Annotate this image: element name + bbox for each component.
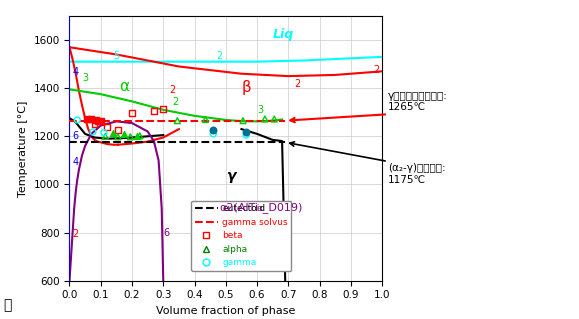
Point bbox=[102, 124, 112, 129]
Point bbox=[159, 106, 168, 111]
Text: Liq: Liq bbox=[273, 28, 294, 41]
Point bbox=[132, 133, 141, 138]
Point bbox=[208, 131, 218, 137]
Text: γ: γ bbox=[226, 169, 235, 182]
Text: α2(AlTi₃_D019): α2(AlTi₃_D019) bbox=[219, 202, 303, 213]
Legend: eutectoid, gamma solvus, beta, alpha, gamma: eutectoid, gamma solvus, beta, alpha, ga… bbox=[192, 201, 291, 271]
Point bbox=[208, 128, 218, 133]
Point bbox=[241, 133, 251, 138]
Point bbox=[82, 117, 91, 122]
Text: 4: 4 bbox=[72, 67, 79, 77]
Text: γ相のソルバス温度:
1265℃: γ相のソルバス温度: 1265℃ bbox=[388, 91, 448, 112]
Point bbox=[90, 122, 99, 127]
Text: 3: 3 bbox=[82, 73, 88, 83]
Point bbox=[101, 134, 110, 139]
Point bbox=[88, 130, 97, 135]
Text: α: α bbox=[119, 78, 130, 93]
Point bbox=[261, 116, 270, 122]
Text: 2: 2 bbox=[173, 97, 179, 107]
Text: (α₂-γ)共析温度:
1175℃: (α₂-γ)共析温度: 1175℃ bbox=[388, 163, 446, 185]
Point bbox=[201, 117, 210, 122]
Point bbox=[127, 111, 137, 116]
Text: 🔺: 🔺 bbox=[3, 299, 11, 312]
Text: 2: 2 bbox=[217, 51, 223, 61]
Point bbox=[109, 130, 118, 135]
Point bbox=[241, 130, 251, 135]
Point bbox=[96, 118, 105, 123]
Point bbox=[149, 108, 159, 114]
Text: 6: 6 bbox=[72, 131, 79, 141]
Y-axis label: Temperature [°C]: Temperature [°C] bbox=[18, 100, 28, 197]
Point bbox=[126, 134, 135, 139]
Text: 6: 6 bbox=[163, 228, 170, 238]
Point bbox=[73, 117, 82, 122]
Text: β: β bbox=[241, 80, 251, 95]
Text: 3: 3 bbox=[257, 106, 263, 115]
Point bbox=[270, 116, 279, 122]
Text: 2: 2 bbox=[170, 85, 176, 95]
Point bbox=[113, 134, 123, 139]
X-axis label: Volume fraction of phase: Volume fraction of phase bbox=[156, 306, 295, 316]
Point bbox=[239, 118, 248, 123]
Point bbox=[119, 132, 129, 137]
Point bbox=[113, 128, 123, 133]
Text: 2: 2 bbox=[72, 229, 79, 239]
Point bbox=[91, 117, 101, 122]
Text: 2: 2 bbox=[295, 79, 301, 89]
Text: 4: 4 bbox=[72, 157, 79, 167]
Point bbox=[87, 116, 96, 122]
Point bbox=[173, 118, 182, 123]
Point bbox=[135, 133, 145, 138]
Point bbox=[93, 119, 102, 124]
Point bbox=[99, 130, 108, 135]
Text: 2: 2 bbox=[373, 65, 379, 75]
Text: 5: 5 bbox=[113, 51, 119, 61]
